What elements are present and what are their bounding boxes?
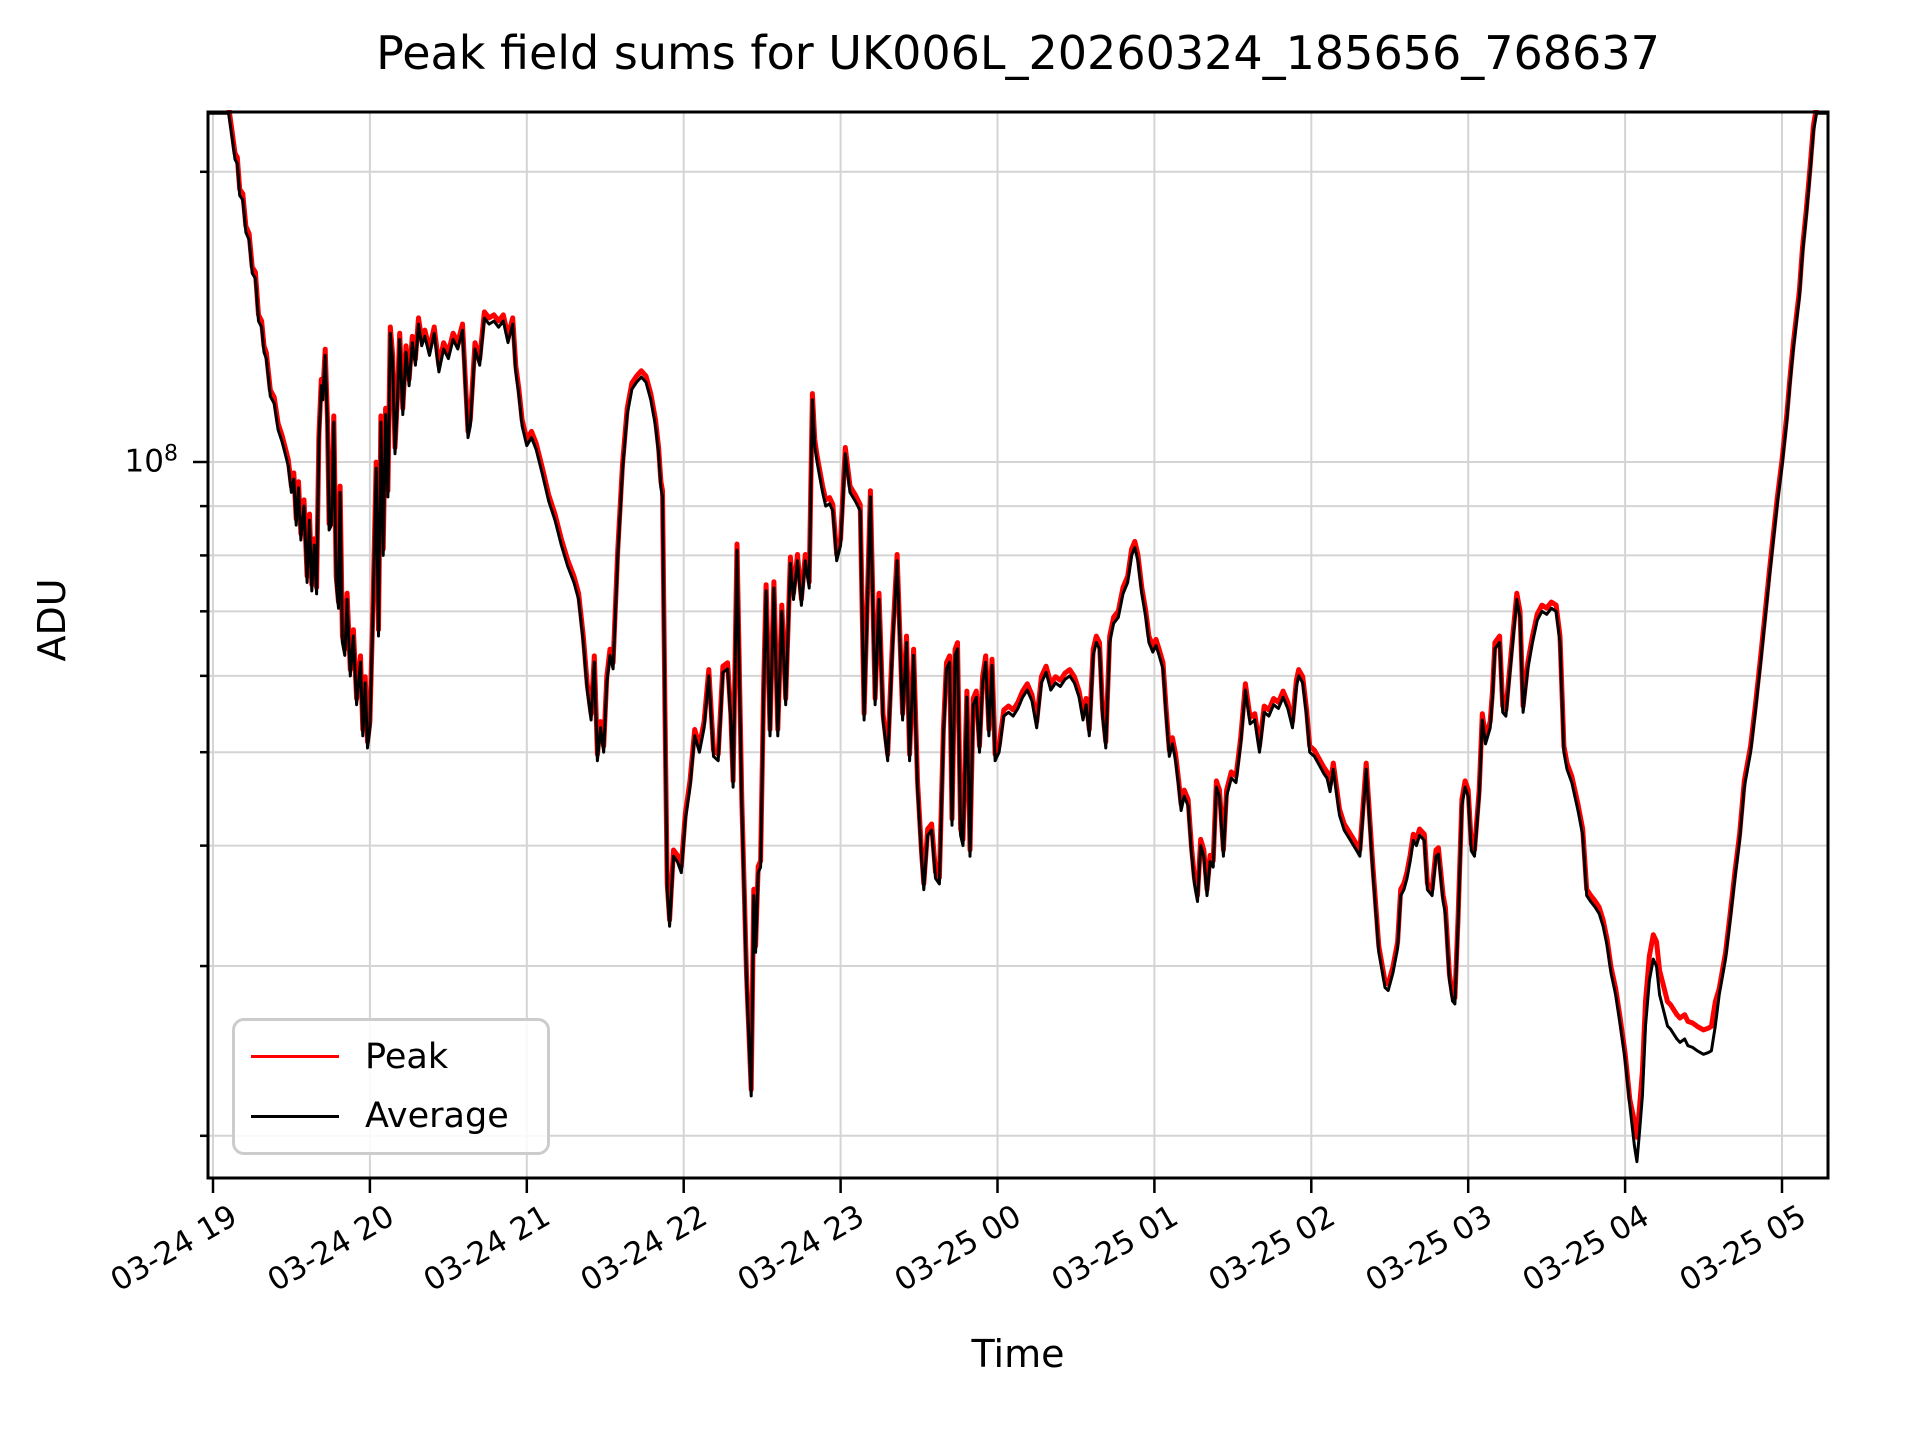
plot-frame (206, 110, 1830, 1180)
y-tick-label: 108 (124, 441, 178, 480)
legend-item-average: Average (235, 1096, 547, 1136)
peak-line-sample (251, 1055, 339, 1059)
y-axis-label: ADU (30, 578, 74, 662)
x-axis-label: Time (971, 1332, 1065, 1376)
legend-item-peak: Peak (235, 1037, 547, 1077)
legend-label: Peak (365, 1036, 449, 1077)
average-series-line (208, 111, 1828, 1164)
legend-label: Average (365, 1096, 509, 1137)
average-line-sample (251, 1114, 339, 1118)
chart-title: Peak field sums for UK006L_20260324_1856… (376, 26, 1660, 80)
legend: Peak Average (232, 1018, 550, 1155)
